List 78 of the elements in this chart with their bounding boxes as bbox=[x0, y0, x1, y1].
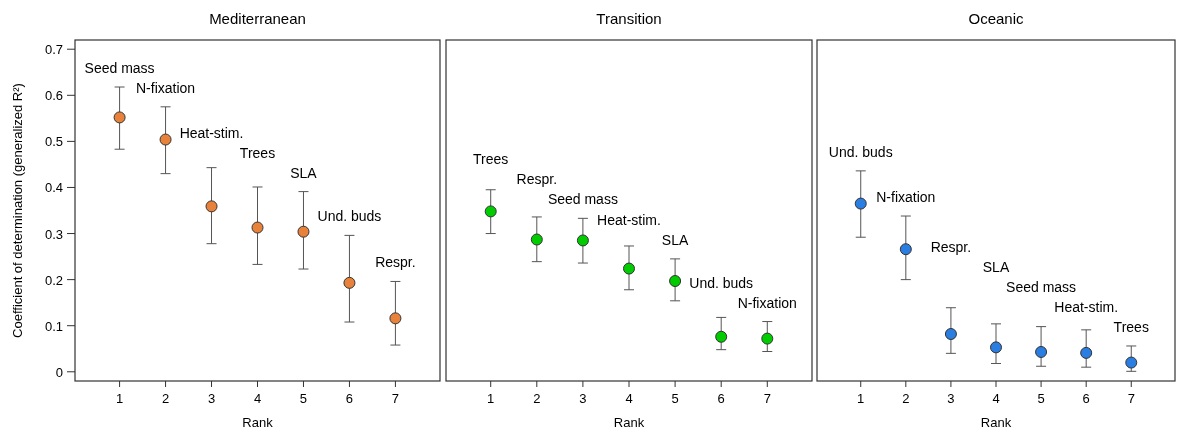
point bbox=[576, 234, 589, 247]
annotation: Heat-stim. bbox=[597, 211, 661, 228]
x-tick-label: 2 bbox=[533, 391, 541, 406]
x-tick-label: 4 bbox=[992, 391, 1000, 406]
point bbox=[1125, 356, 1138, 369]
x-tick-label: 3 bbox=[947, 391, 955, 406]
annotation: SLA bbox=[982, 258, 1010, 275]
annotation: Trees bbox=[239, 144, 276, 161]
point bbox=[1080, 346, 1093, 359]
point bbox=[205, 200, 218, 213]
annotation: Respr. bbox=[930, 238, 972, 255]
x-axis-title: Rank bbox=[980, 415, 1012, 430]
annotation: Seed mass bbox=[1006, 278, 1077, 295]
x-tick-label: 7 bbox=[1127, 391, 1135, 406]
x-tick-label: 5 bbox=[671, 391, 679, 406]
x-tick-label: 6 bbox=[345, 391, 354, 406]
x-tick-label: 1 bbox=[115, 391, 124, 406]
point bbox=[159, 133, 172, 146]
x-tick-label: 7 bbox=[391, 391, 400, 406]
point bbox=[669, 275, 682, 287]
x-tick-label: 7 bbox=[763, 391, 771, 406]
x-axis-title: Rank bbox=[242, 415, 274, 430]
annotation: Seed mass bbox=[547, 191, 618, 208]
y-tick-label: 0.2 bbox=[44, 272, 63, 288]
y-tick-label: 0 bbox=[55, 364, 63, 380]
point bbox=[899, 243, 912, 256]
x-tick-label: 1 bbox=[487, 391, 495, 406]
annotation: SLA bbox=[661, 231, 689, 248]
annotation: Und. buds bbox=[828, 143, 893, 160]
y-axis-title: Coefficient of determination (generalized R²) bbox=[10, 83, 25, 338]
x-tick-label: 3 bbox=[579, 391, 587, 406]
x-tick-label: 1 bbox=[857, 391, 865, 406]
point bbox=[1035, 345, 1048, 358]
point bbox=[944, 328, 957, 340]
y-tick-label: 0.7 bbox=[44, 42, 63, 58]
y-tick-label: 0.1 bbox=[44, 318, 63, 334]
point bbox=[343, 276, 356, 289]
point bbox=[990, 341, 1002, 354]
annotation: Und. buds bbox=[689, 274, 754, 291]
point bbox=[251, 221, 264, 234]
x-tick-label: 5 bbox=[1037, 391, 1045, 406]
x-tick-label: 4 bbox=[625, 391, 633, 406]
annotation: N-fixation bbox=[876, 189, 936, 206]
point bbox=[484, 205, 497, 218]
chart-title: Transition bbox=[596, 10, 662, 27]
chart-title: Oceanic bbox=[968, 10, 1025, 27]
annotation: Trees bbox=[473, 151, 509, 168]
x-tick-label: 3 bbox=[207, 391, 216, 406]
annotation: Respr. bbox=[375, 254, 416, 271]
annotation: Seed mass bbox=[84, 59, 155, 76]
annotation: N-fixation bbox=[737, 294, 797, 311]
x-tick-label: 2 bbox=[902, 391, 910, 406]
annotation: Und. buds bbox=[317, 208, 382, 225]
x-tick-label: 5 bbox=[299, 391, 308, 406]
x-axis-title: Rank bbox=[613, 415, 645, 430]
point bbox=[530, 233, 543, 246]
point bbox=[715, 330, 728, 343]
point bbox=[854, 197, 867, 210]
y-tick-label: 0.3 bbox=[44, 226, 63, 242]
point bbox=[761, 332, 774, 345]
annotation: N-fixation bbox=[135, 79, 196, 96]
annotation: Trees bbox=[1113, 318, 1149, 335]
x-tick-label: 6 bbox=[1082, 391, 1090, 406]
point bbox=[389, 312, 402, 325]
annotation: Heat-stim. bbox=[1054, 298, 1119, 315]
point bbox=[297, 225, 310, 238]
y-tick-label: 0.5 bbox=[44, 134, 63, 150]
chart-title: Mediterranean bbox=[209, 10, 306, 27]
point bbox=[113, 111, 126, 124]
annotation: Heat-stim. bbox=[179, 124, 244, 141]
annotation: Respr. bbox=[516, 171, 558, 188]
annotation: SLA bbox=[290, 164, 318, 181]
y-tick-label: 0.6 bbox=[44, 88, 63, 104]
y-tick-label: 0.4 bbox=[44, 180, 63, 196]
x-tick-label: 2 bbox=[161, 391, 170, 406]
point bbox=[623, 262, 635, 275]
x-tick-label: 6 bbox=[717, 391, 725, 406]
x-tick-label: 4 bbox=[253, 391, 262, 406]
